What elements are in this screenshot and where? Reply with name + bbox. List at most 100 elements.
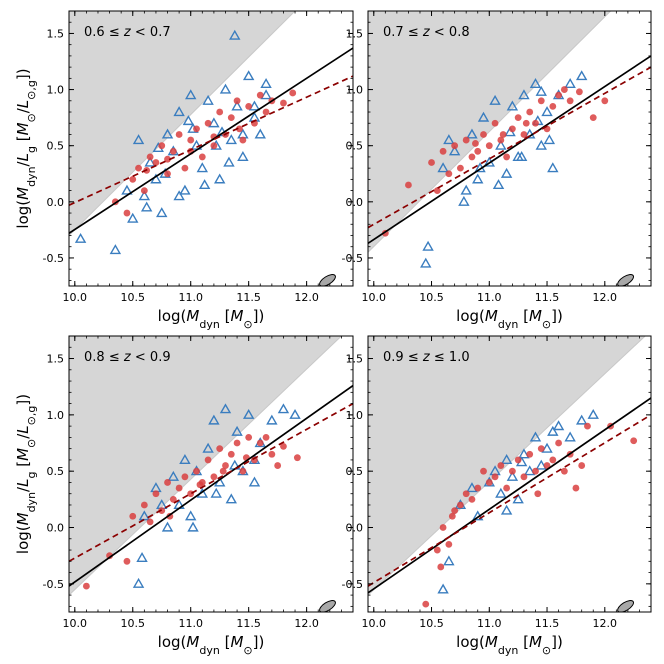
y-tick-label: -0.5 — [342, 252, 363, 265]
red-circle-point — [445, 541, 453, 548]
red-circle-point — [572, 484, 580, 492]
red-circle-point — [135, 164, 142, 172]
blue-triangle-point — [535, 459, 547, 470]
blue-triangle-point — [225, 134, 237, 145]
y-tick-label: 1.0 — [47, 409, 65, 422]
x-tick-label: 12.0 — [593, 617, 618, 630]
blue-triangle-point — [541, 106, 553, 117]
red-circle-point — [560, 467, 568, 475]
red-circle-point — [175, 484, 183, 492]
red-circle-point — [522, 119, 530, 127]
x-tick-label: 10.5 — [419, 291, 444, 304]
y-tick-label: 0.0 — [47, 522, 65, 535]
blue-triangle-point — [506, 100, 519, 111]
red-circle-point — [106, 552, 113, 560]
blue-triangle-point — [167, 470, 180, 481]
red-circle-point — [210, 142, 218, 150]
red-circle-point — [468, 153, 476, 161]
blue-triangle-point — [260, 78, 272, 89]
red-circle-point — [578, 462, 586, 469]
red-circle-point — [468, 495, 476, 503]
blue-triangle-point — [437, 583, 449, 594]
x-tick-label: 12.0 — [294, 617, 319, 630]
red-circle-point — [566, 97, 574, 105]
fit-line-red-dashed — [368, 66, 651, 229]
red-circle-point — [497, 462, 505, 469]
x-tick-label: 10.0 — [63, 617, 88, 630]
x-tick-label: 10.5 — [419, 617, 444, 630]
red-circle-point — [555, 439, 562, 447]
red-circle-point — [262, 108, 270, 116]
blue-triangle-point — [161, 128, 174, 139]
y-tick-label: 0.5 — [346, 140, 364, 153]
blue-triangle-point — [121, 184, 133, 195]
blue-triangle-point — [138, 190, 151, 201]
blue-triangle-point — [500, 454, 513, 464]
blue-triangle-point — [500, 167, 513, 178]
red-circle-point — [152, 159, 160, 166]
red-circle-point — [245, 433, 253, 441]
blue-triangle-point — [144, 156, 156, 167]
blue-triangle-point — [458, 195, 470, 206]
blue-triangle-point — [202, 94, 214, 105]
red-circle-point — [428, 159, 435, 166]
red-circle-point — [256, 91, 264, 99]
blue-triangle-point — [196, 162, 209, 173]
red-circle-point — [140, 501, 148, 509]
y-tick-label: 0.5 — [47, 140, 65, 153]
x-tick-label: 10.0 — [63, 291, 88, 304]
blue-triangle-point — [208, 414, 220, 425]
red-circle-point — [474, 484, 482, 492]
blue-triangle-point — [529, 78, 542, 89]
blue-triangle-point — [248, 476, 261, 487]
red-circle-point — [123, 557, 131, 565]
red-circle-point — [433, 546, 441, 554]
plot-area — [69, 336, 353, 612]
excluded-region-edge — [368, 336, 646, 596]
blue-triangle-point — [202, 442, 214, 453]
panel-bottom-right: 10.0 10.5 11.0 11.5 12.0 -0.5 0.0 0.5 1.0 1.5 0.9 … — [342, 335, 652, 657]
red-circle-point — [589, 114, 597, 122]
plot-frame — [68, 10, 354, 287]
red-circle-point — [543, 462, 551, 469]
blue-triangle-point — [448, 145, 461, 156]
panel-top-right: 10.0 10.5 11.0 11.5 12.0 -0.5 0.0 0.5 1.0 1.5 0.7 … — [342, 10, 652, 331]
red-circle-point — [601, 97, 609, 105]
blue-triangle-point — [138, 510, 151, 521]
red-circle-point — [537, 445, 545, 453]
red-circle-point — [497, 136, 505, 144]
x-tick-label: 11.5 — [535, 617, 560, 630]
red-circle-point — [508, 467, 516, 475]
red-circle-point — [216, 445, 224, 453]
red-circle-point — [193, 467, 200, 475]
red-circle-point — [405, 181, 412, 189]
red-circle-point — [575, 88, 583, 96]
red-circle-point — [451, 142, 459, 150]
red-circle-point — [280, 443, 287, 450]
blue-triangle-point — [231, 425, 243, 436]
excluded-region-edge — [69, 336, 342, 596]
x-tick-label: 12.0 — [294, 291, 319, 304]
x-tick-label: 10.5 — [121, 291, 146, 304]
x-tick-label: 11.0 — [178, 291, 203, 304]
red-circle-point — [503, 153, 511, 161]
red-circle-point — [480, 467, 487, 475]
red-circle-point — [630, 437, 638, 445]
blue-triangle-point — [515, 151, 528, 161]
red-circle-point — [274, 462, 282, 469]
blue-triangle-point — [208, 117, 220, 128]
red-circle-point — [196, 481, 204, 489]
blue-triangle-point — [225, 493, 237, 504]
blue-triangle-point — [179, 454, 191, 464]
blue-triangle-point — [229, 29, 241, 40]
blue-triangle-point — [518, 89, 530, 100]
blue-triangle-point — [260, 89, 272, 100]
blue-triangle-point — [237, 151, 249, 161]
blue-triangle-point — [535, 139, 547, 150]
red-circle-point — [433, 187, 441, 194]
red-circle-point — [480, 131, 487, 138]
red-circle-point — [236, 125, 243, 133]
red-circle-point — [293, 454, 301, 462]
red-circle-point — [451, 507, 459, 515]
x-tick-label: 10.0 — [362, 291, 387, 304]
